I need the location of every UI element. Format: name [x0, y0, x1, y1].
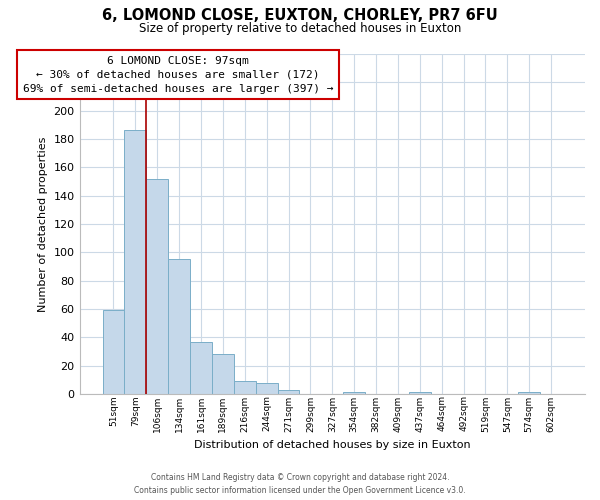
Text: Contains HM Land Registry data © Crown copyright and database right 2024.
Contai: Contains HM Land Registry data © Crown c… — [134, 474, 466, 495]
Bar — [256, 382, 278, 394]
Y-axis label: Number of detached properties: Number of detached properties — [38, 136, 48, 312]
Bar — [343, 392, 365, 394]
Bar — [409, 392, 431, 394]
Bar — [518, 392, 540, 394]
Bar — [212, 354, 234, 394]
Bar — [103, 310, 124, 394]
Bar — [190, 342, 212, 394]
Bar — [168, 260, 190, 394]
Text: Size of property relative to detached houses in Euxton: Size of property relative to detached ho… — [139, 22, 461, 35]
Text: 6, LOMOND CLOSE, EUXTON, CHORLEY, PR7 6FU: 6, LOMOND CLOSE, EUXTON, CHORLEY, PR7 6F… — [102, 8, 498, 22]
Text: 6 LOMOND CLOSE: 97sqm
← 30% of detached houses are smaller (172)
69% of semi-det: 6 LOMOND CLOSE: 97sqm ← 30% of detached … — [23, 56, 334, 94]
Bar — [278, 390, 299, 394]
X-axis label: Distribution of detached houses by size in Euxton: Distribution of detached houses by size … — [194, 440, 470, 450]
Bar — [146, 178, 168, 394]
Bar — [124, 130, 146, 394]
Bar — [234, 381, 256, 394]
